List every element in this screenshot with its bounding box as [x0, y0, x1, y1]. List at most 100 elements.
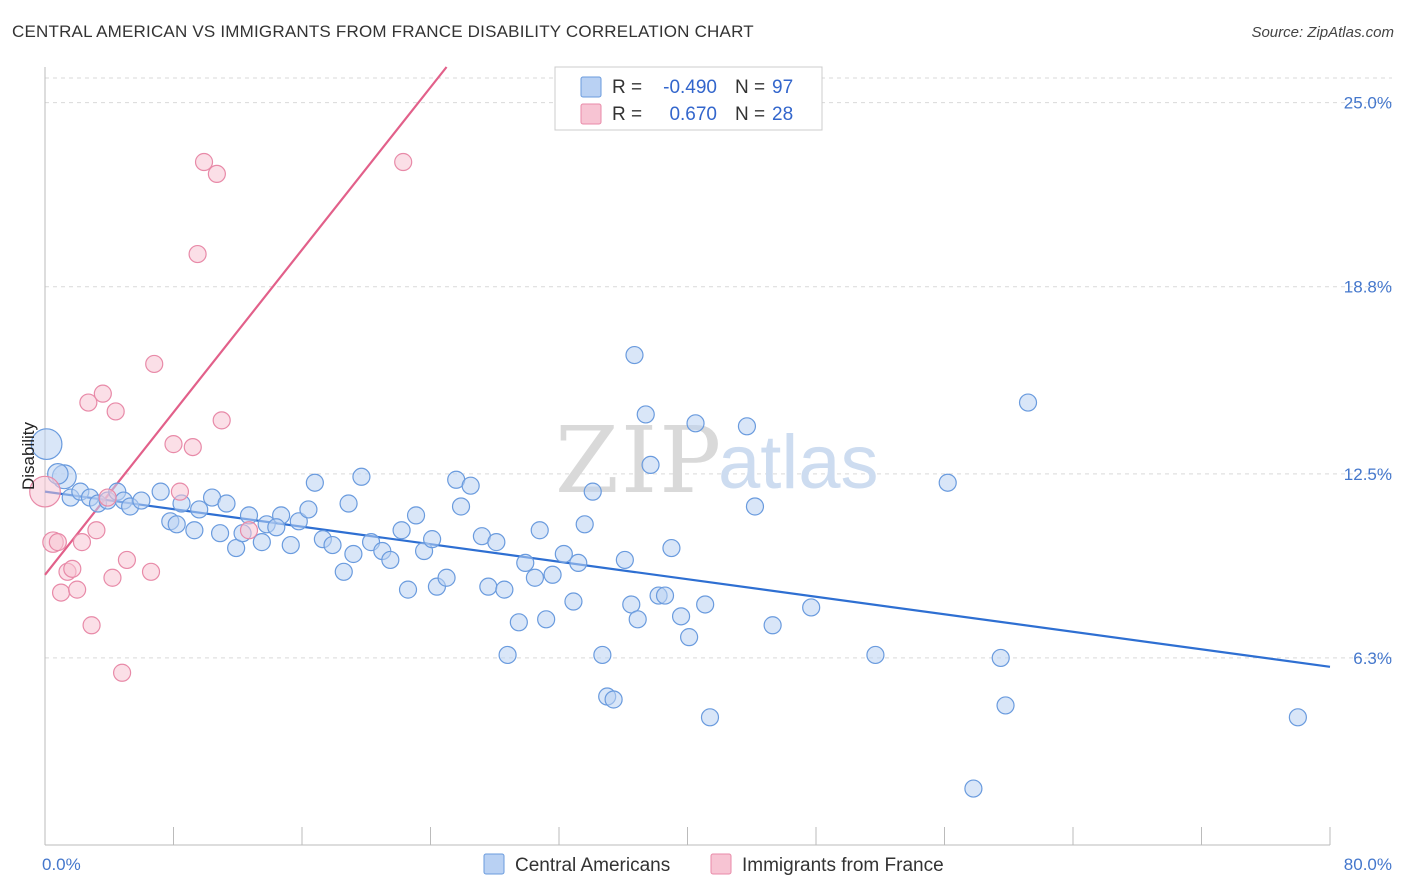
point-blue-36: [344, 544, 363, 564]
point-blue-74: [641, 455, 660, 475]
point-blue-52: [479, 577, 498, 596]
point-pink-9: [82, 616, 101, 635]
point-pink-12: [98, 488, 117, 507]
point-blue-65: [575, 515, 594, 534]
point-blue-20: [210, 524, 230, 543]
legend-swatch-blue: [580, 76, 602, 98]
point-blue-43: [406, 506, 426, 525]
point-blue-54: [495, 580, 514, 599]
legend-n-value-pink: 28: [772, 104, 793, 125]
point-blue-15: [167, 515, 186, 534]
point-blue-72: [628, 610, 647, 629]
y-tick-label-2: 18.8%: [1344, 278, 1392, 297]
point-pink-22: [188, 244, 207, 264]
point-pink-26: [239, 521, 259, 540]
point-blue-76: [655, 586, 675, 605]
point-blue-33: [323, 535, 342, 555]
point-blue-63: [564, 592, 583, 611]
point-blue-42: [398, 580, 418, 599]
legend-r-label-blue: R =: [612, 77, 642, 98]
legend-swatch-pink: [580, 103, 602, 125]
legend-swatch-central-americans: [483, 853, 505, 875]
point-pink-2: [48, 533, 67, 552]
point-blue-24: [252, 533, 271, 552]
point-blue-56: [509, 613, 528, 632]
point-blue-85: [763, 616, 782, 635]
point-pink-6: [68, 580, 87, 599]
point-blue-83: [737, 417, 757, 436]
point-blue-27: [267, 518, 286, 537]
point-pink-10: [87, 521, 106, 540]
grid-layer: [45, 77, 1392, 659]
y-tick-label-0: 6.3%: [1353, 649, 1392, 668]
x-tick-label-0: 0.0%: [42, 855, 81, 874]
point-blue-86: [802, 598, 821, 617]
point-blue-90: [991, 648, 1010, 668]
point-blue-0: [30, 428, 63, 461]
point-pink-5: [63, 559, 82, 578]
y-tick-label-1: 12.5%: [1344, 465, 1392, 484]
point-blue-30: [299, 500, 318, 519]
point-blue-92: [1018, 393, 1038, 412]
point-pink-27: [394, 152, 413, 172]
legend-swatch-immigrants-france: [710, 853, 732, 875]
point-blue-28: [281, 535, 300, 555]
point-pink-16: [117, 550, 137, 570]
point-blue-60: [537, 610, 556, 629]
point-blue-29: [289, 512, 308, 531]
point-blue-57: [516, 553, 535, 573]
point-pink-21: [183, 437, 202, 457]
point-blue-88: [938, 473, 957, 492]
watermark: ZIP atlas: [555, 407, 879, 514]
point-pink-24: [207, 164, 226, 184]
correlation-legend: R = -0.490 N = 97 R = 0.670 N = 28: [554, 66, 823, 131]
point-blue-12: [151, 482, 170, 501]
point-blue-70: [615, 550, 634, 570]
point-pink-0: [29, 475, 61, 508]
point-blue-53: [487, 533, 506, 552]
point-blue-35: [339, 494, 358, 513]
y-axis-title: Disability: [19, 421, 38, 490]
x-tick-label-1: 80.0%: [1344, 855, 1392, 874]
chart-source: Source: ZipAtlas.com: [1251, 24, 1394, 41]
legend-r-label-pink: R =: [612, 104, 642, 125]
point-blue-47: [437, 568, 456, 587]
point-blue-61: [543, 565, 562, 584]
point-blue-69: [604, 690, 623, 709]
point-blue-45: [423, 530, 442, 549]
point-blue-37: [352, 467, 371, 486]
point-blue-11: [132, 491, 151, 510]
point-blue-49: [451, 497, 471, 516]
point-blue-67: [593, 645, 612, 665]
point-blue-89: [964, 779, 983, 798]
y-tick-label-3: 25.0%: [1344, 94, 1392, 113]
point-pink-13: [103, 568, 122, 587]
point-blue-50: [461, 476, 480, 495]
legend-label-central-americans: Central Americans: [515, 855, 670, 876]
point-blue-77: [662, 538, 681, 558]
point-blue-41: [392, 521, 411, 540]
trend-layer: [44, 66, 1331, 668]
point-pink-25: [212, 411, 231, 430]
point-blue-31: [305, 473, 324, 492]
point-blue-40: [381, 550, 400, 570]
point-blue-82: [700, 708, 720, 727]
point-pink-19: [164, 435, 183, 454]
point-pink-18: [145, 354, 164, 374]
point-pink-14: [106, 402, 125, 421]
point-blue-84: [745, 497, 765, 516]
point-pink-20: [170, 482, 190, 501]
point-blue-16: [190, 500, 209, 519]
legend-n-value-blue: 97: [772, 77, 793, 98]
point-blue-58: [525, 568, 545, 587]
point-blue-93: [1288, 708, 1307, 727]
point-blue-78: [671, 607, 691, 626]
point-blue-64: [569, 553, 588, 573]
tick-label-layer: 6.3% 12.5% 18.8% 25.0% 0.0% 80.0%: [42, 94, 1392, 874]
legend-r-value-blue: -0.490: [663, 77, 717, 98]
legend-n-label-blue: N =: [735, 77, 765, 98]
point-blue-19: [185, 521, 204, 540]
point-blue-59: [530, 521, 549, 540]
point-pink-3: [51, 583, 71, 602]
